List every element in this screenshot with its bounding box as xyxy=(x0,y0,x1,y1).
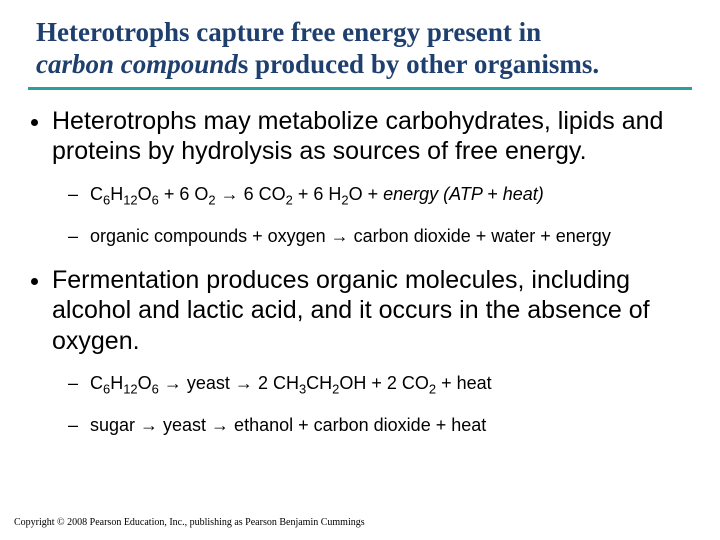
bullet-1-sub-1: C6H12O6 + 6 O2 → 6 CO2 + 6 H2O + energy … xyxy=(68,181,692,209)
bullet-2: Fermentation produces organic molecules,… xyxy=(52,265,692,440)
f2-arrow2: → xyxy=(230,373,258,393)
f1-p5: 6 CO xyxy=(244,184,286,204)
f2-p3: O xyxy=(138,373,152,393)
f2-p6: CH xyxy=(306,373,332,393)
title-underline xyxy=(28,87,692,90)
title-line1: Heterotrophs capture free energy present… xyxy=(36,17,541,47)
f2-p7: OH + 2 CO xyxy=(339,373,429,393)
f1-ital: energy (ATP + heat) xyxy=(383,184,544,204)
bullet-1-sub-2: organic compounds + oxygen → carbon diox… xyxy=(68,223,692,251)
f1-s4: 2 xyxy=(208,192,215,207)
f1-p6: + 6 H xyxy=(293,184,342,204)
bullet-2-text: Fermentation produces organic molecules,… xyxy=(52,266,650,355)
f1-s2: 12 xyxy=(123,192,137,207)
bullet-1-sub-2-text: organic compounds + oxygen → carbon diox… xyxy=(90,226,611,246)
f1-p4: + 6 O xyxy=(159,184,209,204)
f1-p7: O + xyxy=(349,184,384,204)
f1-s3: 6 xyxy=(152,192,159,207)
f2-p2: H xyxy=(110,373,123,393)
bullet-2-sub-2: sugar → yeast → ethanol + carbon dioxide… xyxy=(68,412,692,440)
f1-arrow: → xyxy=(216,184,244,204)
f1-p3: O xyxy=(138,184,152,204)
f2-p5: 2 CH xyxy=(258,373,299,393)
f2-p8: + heat xyxy=(436,373,492,393)
bullet-2-sub-2-text: sugar → yeast → ethanol + carbon dioxide… xyxy=(90,415,486,435)
f2-yeast: yeast xyxy=(187,373,230,393)
f2-s2: 12 xyxy=(123,382,137,397)
slide: Heterotrophs capture free energy present… xyxy=(0,0,720,540)
bullet-1-text: Heterotrophs may metabolize carbohydrate… xyxy=(52,107,663,166)
f1-p2: H xyxy=(110,184,123,204)
bullet-2-subs: C6H12O6 → yeast → 2 CH3CH2OH + 2 CO2 + h… xyxy=(52,370,692,440)
title-line2-italic: carbon compound xyxy=(36,49,238,79)
bullet-1: Heterotrophs may metabolize carbohydrate… xyxy=(52,106,692,251)
copyright-text: Copyright © 2008 Pearson Education, Inc.… xyxy=(14,517,365,528)
title-line2-rest: s produced by other organisms. xyxy=(238,49,599,79)
bullet-2-sub-1: C6H12O6 → yeast → 2 CH3CH2OH + 2 CO2 + h… xyxy=(68,370,692,398)
f2-p1: C xyxy=(90,373,103,393)
slide-title: Heterotrophs capture free energy present… xyxy=(36,16,692,81)
f1-s5: 2 xyxy=(286,192,293,207)
f1-s6: 2 xyxy=(341,192,348,207)
f2-s3: 6 xyxy=(152,382,159,397)
f2-arrow: → xyxy=(159,373,187,393)
f1-p1: C xyxy=(90,184,103,204)
bullet-1-subs: C6H12O6 + 6 O2 → 6 CO2 + 6 H2O + energy … xyxy=(52,181,692,251)
bullet-list: Heterotrophs may metabolize carbohydrate… xyxy=(28,106,692,440)
